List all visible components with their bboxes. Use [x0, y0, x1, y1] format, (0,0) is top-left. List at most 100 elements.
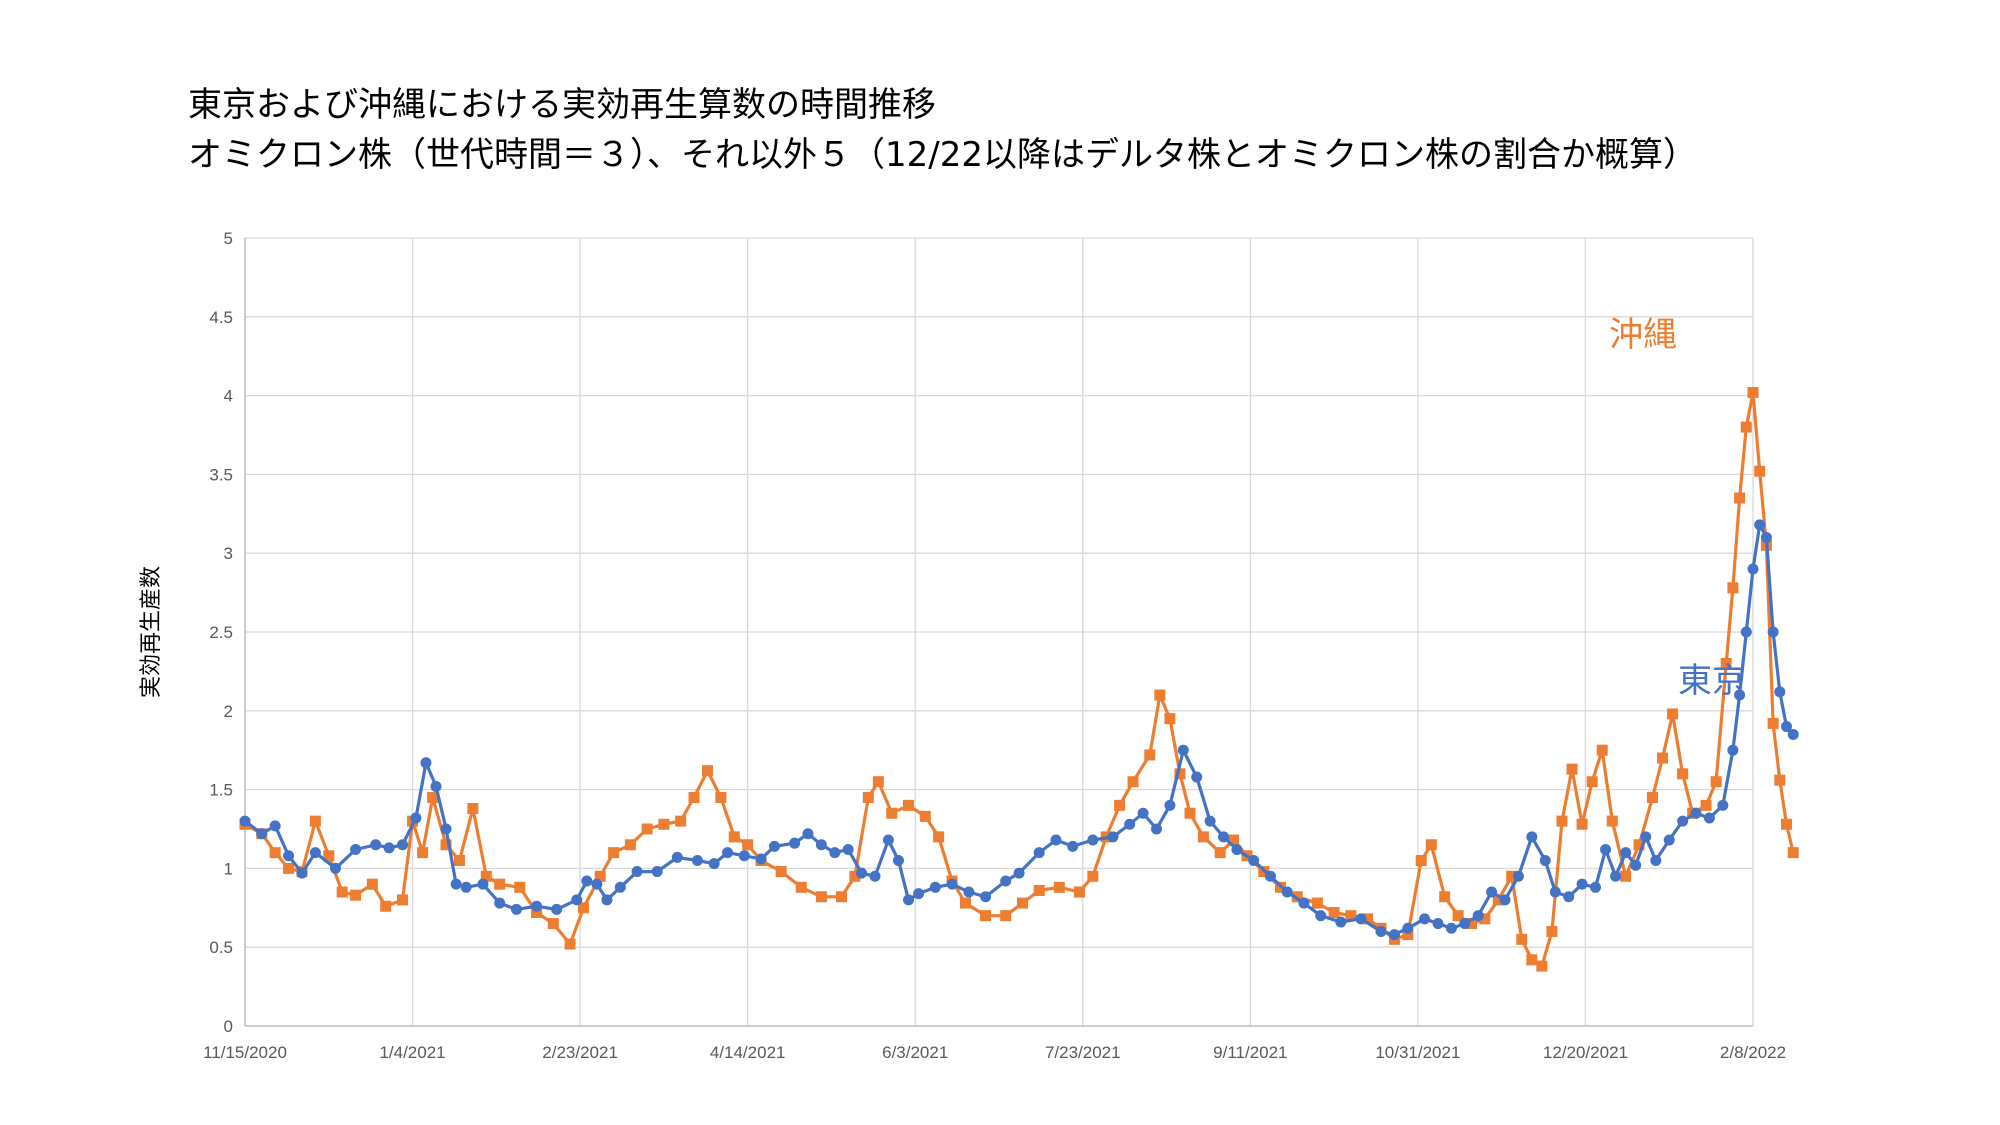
data-point — [1566, 763, 1578, 775]
data-point — [350, 889, 362, 901]
data-point — [1677, 815, 1689, 827]
data-point — [1650, 855, 1662, 867]
data-point — [1516, 933, 1528, 945]
data-point — [239, 815, 251, 827]
data-point — [1646, 791, 1658, 803]
data-point — [869, 870, 881, 882]
data-point — [886, 807, 898, 819]
data-point — [1439, 891, 1451, 903]
y-tick-label: 0 — [224, 1017, 233, 1036]
data-point — [350, 843, 362, 855]
data-point — [1740, 421, 1752, 433]
data-point — [708, 858, 720, 870]
data-point — [641, 823, 653, 835]
data-point — [980, 891, 992, 903]
data-point — [1663, 834, 1675, 846]
data-point — [1576, 818, 1588, 830]
data-point — [1164, 713, 1176, 725]
data-point — [631, 866, 643, 878]
data-point — [1197, 831, 1209, 843]
data-point — [842, 843, 854, 855]
data-point — [1154, 689, 1166, 701]
y-tick-label: 3.5 — [209, 465, 233, 484]
data-point — [862, 791, 874, 803]
data-point — [1774, 774, 1786, 786]
data-point — [624, 839, 636, 851]
data-point — [591, 878, 603, 890]
data-point — [309, 847, 321, 859]
data-point — [1218, 831, 1230, 843]
x-tick-label: 10/31/2021 — [1375, 1043, 1460, 1062]
y-tick-label: 3 — [224, 544, 233, 563]
data-point — [256, 828, 268, 840]
data-point — [564, 938, 576, 950]
data-point — [1620, 847, 1632, 859]
data-point — [1144, 749, 1156, 761]
data-point — [1526, 954, 1538, 966]
data-point — [1677, 768, 1689, 780]
data-point — [675, 815, 687, 827]
data-point — [1124, 818, 1136, 830]
data-point — [370, 839, 382, 851]
data-point — [755, 853, 767, 865]
data-point — [795, 881, 807, 893]
annotation-tokyo: 東京 — [1678, 661, 1746, 701]
x-tick-label: 9/11/2021 — [1213, 1043, 1287, 1062]
data-point — [1362, 913, 1374, 925]
data-point — [1526, 831, 1538, 843]
data-point — [775, 866, 787, 878]
data-point — [1754, 519, 1766, 531]
data-point — [1506, 870, 1518, 882]
data-point — [1512, 870, 1524, 882]
data-point — [427, 791, 439, 803]
data-point — [1606, 815, 1618, 827]
data-point — [1499, 894, 1511, 906]
data-point — [1445, 922, 1457, 934]
data-point — [1703, 812, 1715, 824]
data-point — [1740, 626, 1752, 638]
data-point — [494, 878, 506, 890]
data-point — [658, 818, 670, 830]
data-point — [1191, 771, 1203, 783]
data-point — [903, 894, 915, 906]
data-point — [1690, 807, 1702, 819]
y-tick-label: 5 — [224, 229, 233, 248]
data-point — [980, 910, 992, 922]
x-tick-label: 11/15/2020 — [203, 1043, 287, 1062]
data-point — [269, 847, 281, 859]
data-point — [963, 886, 975, 898]
data-point — [1174, 768, 1186, 780]
y-tick-label: 0.5 — [209, 938, 233, 957]
data-point — [420, 757, 432, 769]
data-point — [1781, 818, 1793, 830]
data-point — [1114, 799, 1126, 811]
data-point — [1586, 776, 1598, 788]
data-point — [1787, 728, 1799, 740]
data-point — [480, 870, 492, 882]
data-point — [1388, 929, 1400, 941]
data-point — [1479, 913, 1491, 925]
data-point — [1620, 870, 1632, 882]
data-point — [1184, 807, 1196, 819]
series-tokyo — [239, 519, 1799, 941]
data-point — [417, 847, 429, 859]
data-point — [835, 891, 847, 903]
data-point — [688, 791, 700, 803]
data-point — [1073, 886, 1085, 898]
data-point — [919, 810, 931, 822]
x-tick-label: 1/4/2021 — [379, 1043, 445, 1062]
data-point — [959, 897, 971, 909]
data-point — [571, 894, 583, 906]
data-point — [581, 875, 593, 887]
grid — [244, 237, 1754, 1027]
data-point — [815, 891, 827, 903]
data-point — [397, 894, 409, 906]
data-point — [296, 867, 308, 879]
axes: 0 0.5 1 1.5 2 2.5 3 3.5 4 4.5 5 11/15/2020 1/4/2021 2… — [203, 229, 1786, 1062]
data-point — [1419, 913, 1431, 925]
data-point — [789, 837, 801, 849]
data-point — [722, 847, 734, 859]
data-point — [1781, 721, 1793, 733]
data-point — [1335, 916, 1347, 928]
